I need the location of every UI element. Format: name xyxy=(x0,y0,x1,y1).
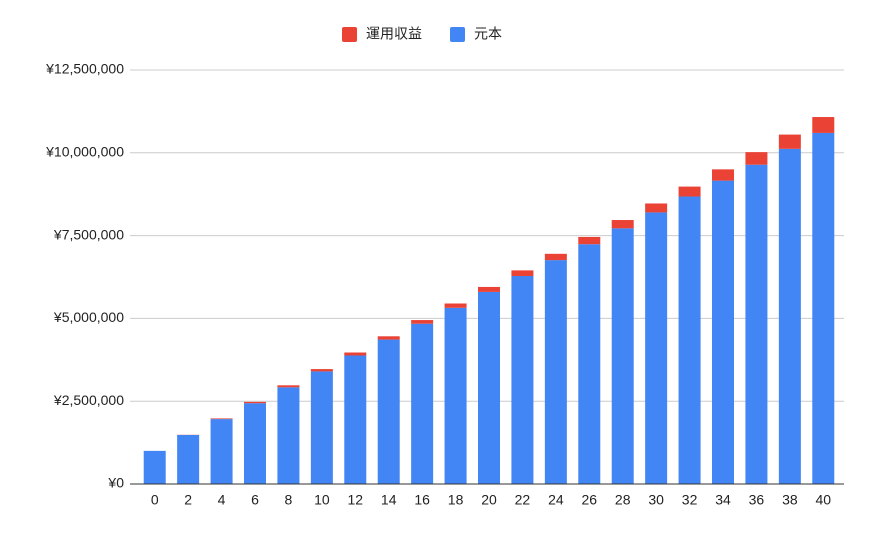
x-tick-label: 20 xyxy=(481,492,497,508)
bar-segment xyxy=(645,203,668,213)
x-tick-label: 30 xyxy=(648,492,664,508)
bar-segment xyxy=(678,196,701,484)
x-tick-label: 0 xyxy=(151,492,159,508)
bar-segment xyxy=(611,228,634,484)
x-tick-label: 2 xyxy=(184,492,192,508)
legend-label: 元本 xyxy=(474,26,502,42)
bar-segment xyxy=(778,148,801,484)
bar-segment xyxy=(812,117,835,133)
x-tick-label: 18 xyxy=(448,492,464,508)
y-tick-label: ¥2,500,000 xyxy=(53,392,124,408)
bar-segment xyxy=(611,220,634,229)
bar-segment xyxy=(377,336,400,340)
bar-segment xyxy=(544,260,567,484)
x-tick-label: 28 xyxy=(615,492,631,508)
bar-segment xyxy=(244,401,266,404)
bar-segment xyxy=(712,169,734,181)
bar-segment xyxy=(578,236,601,245)
bar-segment xyxy=(444,303,467,308)
bar-segment xyxy=(277,387,300,484)
x-tick-label: 16 xyxy=(414,492,430,508)
x-tick-label: 8 xyxy=(285,492,293,508)
bar-segment xyxy=(310,369,333,372)
y-tick-label: ¥7,500,000 xyxy=(53,226,124,242)
y-tick-label: ¥0 xyxy=(107,475,124,491)
bar-segment xyxy=(778,134,801,149)
bar-segment xyxy=(645,212,668,484)
bar-segment xyxy=(411,323,434,484)
bar-segment xyxy=(210,419,233,484)
x-tick-label: 10 xyxy=(314,492,330,508)
bar-segment xyxy=(310,371,333,484)
bar-segment xyxy=(812,132,835,485)
x-tick-label: 6 xyxy=(251,492,259,508)
bar-segment xyxy=(143,450,166,484)
bar-segment xyxy=(511,276,534,484)
bar-segment xyxy=(210,418,233,420)
x-tick-label: 26 xyxy=(581,492,597,508)
bar-segment xyxy=(544,253,567,261)
bar-segment xyxy=(344,352,367,356)
bar-segment xyxy=(277,385,300,388)
x-tick-label: 38 xyxy=(782,492,798,508)
x-tick-label: 12 xyxy=(347,492,363,508)
y-tick-label: ¥10,000,000 xyxy=(45,144,124,160)
bar-segment xyxy=(377,339,400,484)
bar-segment xyxy=(511,270,534,277)
bar-segment xyxy=(344,355,367,484)
bar-segment xyxy=(478,286,500,292)
x-tick-label: 40 xyxy=(815,492,831,508)
bar-segment xyxy=(177,434,200,484)
x-tick-label: 36 xyxy=(749,492,765,508)
x-tick-label: 32 xyxy=(682,492,698,508)
legend-label: 運用収益 xyxy=(366,26,422,42)
bar-segment xyxy=(745,164,768,484)
legend-swatch xyxy=(450,27,465,42)
bar-segment xyxy=(678,186,701,197)
y-tick-label: ¥5,000,000 xyxy=(53,309,124,325)
bar-segment xyxy=(444,307,467,484)
bar-segment xyxy=(745,152,768,165)
bar-segment xyxy=(578,244,601,484)
legend-swatch xyxy=(342,27,357,42)
x-tick-label: 34 xyxy=(715,492,731,508)
x-tick-label: 14 xyxy=(381,492,397,508)
x-tick-label: 24 xyxy=(548,492,564,508)
bar-segment xyxy=(712,180,734,485)
bar-segment xyxy=(411,320,434,324)
x-tick-label: 22 xyxy=(515,492,531,508)
y-tick-label: ¥12,500,000 xyxy=(45,61,124,77)
bar-segment xyxy=(244,403,266,484)
x-tick-label: 4 xyxy=(218,492,226,508)
bar-segment xyxy=(478,291,500,484)
